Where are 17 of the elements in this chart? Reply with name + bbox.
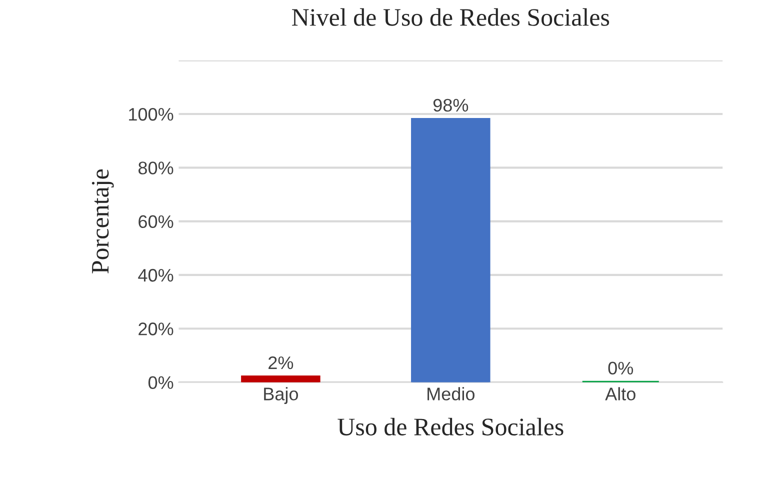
y-tick-label: 60% — [138, 215, 174, 228]
y-axis-title: Porcentaje — [92, 169, 114, 274]
x-axis-title: Uso de Redes Sociales — [338, 418, 564, 436]
data-label: 98% — [433, 98, 468, 112]
y-tick-label: 100% — [129, 108, 174, 121]
data-label: 2% — [268, 356, 294, 370]
x-tick-label: Medio — [428, 387, 474, 400]
chart-title: Nivel de Uso de Redes Sociales — [292, 8, 610, 26]
x-tick-label: Alto — [605, 387, 636, 400]
y-tick-label: 0% — [148, 376, 174, 389]
y-tick-label: 40% — [138, 268, 174, 282]
bar — [241, 376, 320, 382]
y-tick-label: 20% — [138, 322, 174, 336]
bar — [411, 118, 490, 382]
y-tick-label: 80% — [138, 162, 174, 174]
data-label: 0% — [608, 362, 634, 375]
x-tick-label: Bajo — [264, 387, 298, 404]
